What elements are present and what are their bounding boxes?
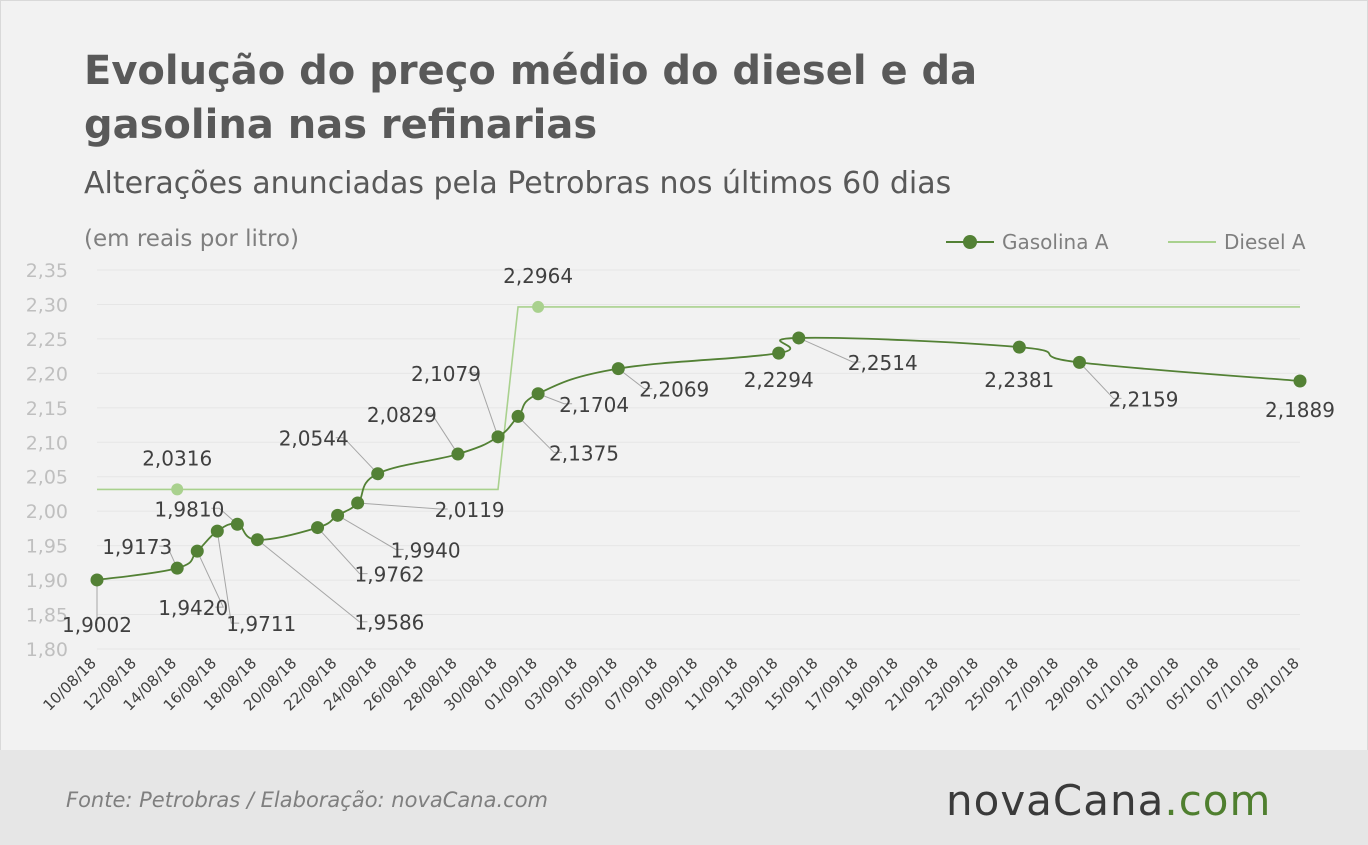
diesel-point [171, 483, 184, 496]
data-label-leader [337, 514, 404, 550]
diesel-point [532, 300, 545, 313]
gasolina-data-label: 1,9002 [62, 613, 132, 637]
gasolina-point [250, 533, 264, 547]
gasolina-point [1293, 374, 1307, 388]
logo-cana: Cana [1052, 776, 1165, 825]
y-tick-label: 2,25 [26, 329, 68, 351]
gasolina-point [331, 508, 345, 522]
legend-gasolina-swatch [946, 230, 994, 254]
legend-gasolina: Gasolina A [946, 230, 1109, 254]
gasolina-point [511, 409, 525, 423]
gasolina-data-label: 2,2514 [848, 351, 918, 375]
data-label-leader [211, 507, 238, 525]
gasolina-data-label: 1,9940 [391, 538, 461, 562]
gasolina-data-label: 2,2069 [639, 378, 709, 402]
gasolina-data-label: 1,9586 [354, 611, 424, 635]
gasolina-line [96, 336, 1301, 581]
gasolina-data-label: 1,9420 [158, 596, 228, 620]
data-label-leader [798, 337, 861, 363]
gasolina-point [230, 517, 244, 531]
data-label-leader [517, 416, 563, 453]
logo-nova: nova [946, 776, 1053, 825]
gasolina-data-label: 2,1079 [411, 362, 481, 386]
diesel-data-label: 2,0316 [142, 446, 212, 470]
y-tick-label: 1,80 [26, 639, 68, 661]
gasolina-point [531, 387, 545, 401]
gasolina-point [451, 447, 465, 461]
y-tick-label: 1,90 [26, 570, 68, 592]
gasolina-data-label: 2,0829 [367, 403, 437, 427]
legend-diesel-swatch [1168, 230, 1216, 254]
legend-gasolina-label: Gasolina A [1002, 230, 1109, 254]
gasolina-data-label: 2,1704 [559, 393, 629, 417]
gasolina-point [170, 561, 184, 575]
unit-label: (em reais por litro) [84, 226, 299, 252]
legend-diesel: Diesel A [1168, 230, 1306, 254]
y-tick-label: 2,30 [26, 294, 68, 316]
y-tick-label: 1,95 [26, 536, 68, 558]
data-label-leader [468, 372, 499, 437]
chart-subtitle: Alterações anunciadas pela Petrobras nos… [84, 166, 952, 201]
data-label-leader [257, 539, 368, 623]
gasolina-point [772, 346, 786, 360]
gasolina-point [611, 362, 625, 376]
legend-diesel-label: Diesel A [1224, 230, 1306, 254]
data-label-leader [196, 550, 225, 608]
gasolina-data-label: 2,1375 [549, 441, 619, 465]
gasolina-data-label: 2,0544 [279, 427, 349, 451]
gasolina-point [90, 573, 104, 587]
data-label-leader [159, 545, 178, 569]
chart-title: Evolução do preço médio do diesel e da g… [84, 48, 978, 148]
gasolina-point [1072, 355, 1086, 369]
gasolina-data-label: 2,0119 [435, 498, 505, 522]
y-tick-label: 2,20 [26, 363, 68, 385]
diesel-data-label: 2,2964 [503, 264, 573, 288]
gasolina-point [491, 430, 505, 444]
data-label-leader [357, 502, 448, 510]
y-tick-label: 2,15 [26, 398, 68, 420]
gasolina-point [792, 331, 806, 345]
line-chart: 2,35 2,30 2,25 2,20 2,15 2,10 2,05 2,00 1,95 1,90… [26, 260, 1335, 714]
source-note: Fonte: Petrobras / Elaboração: novaCana.… [66, 788, 548, 812]
gasolina-data-label: 1,9762 [355, 563, 425, 587]
y-tick-label: 2,35 [26, 260, 68, 282]
y-tick-label: 2,05 [26, 467, 68, 489]
gasolina-data-label: 1,9711 [226, 612, 296, 636]
gasolina-point [1012, 340, 1026, 354]
gasolina-data-label: 2,2294 [744, 368, 814, 392]
diesel-line [97, 306, 1300, 491]
gasolina-data-label: 1,9173 [102, 535, 172, 559]
gasolina-data-label: 1,9810 [154, 497, 224, 521]
y-tick-label: 2,10 [26, 432, 68, 454]
data-label-leader [537, 393, 573, 405]
gasolina-point [190, 544, 204, 558]
gasolina-data-label: 2,2381 [984, 368, 1054, 392]
gasolina-point [210, 524, 224, 538]
data-label-leader [617, 368, 653, 390]
data-label-leader [335, 437, 379, 475]
data-label-leader [423, 413, 459, 455]
y-tick-label: 1,85 [26, 605, 68, 627]
data-label-leader [1079, 362, 1122, 399]
footer-band [0, 750, 1368, 845]
gasolina-data-label: 2,1889 [1265, 398, 1335, 422]
gasolina-point [311, 521, 325, 535]
y-tick-label: 2,00 [26, 501, 68, 523]
logo-dotcom: .com [1164, 776, 1272, 825]
novacana-logo: novaCana.com [946, 776, 1271, 825]
gasolina-point [371, 467, 385, 481]
data-label-leader [317, 527, 368, 575]
gasolina-data-label: 2,2159 [1108, 387, 1178, 411]
gasolina-point [351, 496, 365, 510]
data-label-leader [216, 531, 240, 624]
